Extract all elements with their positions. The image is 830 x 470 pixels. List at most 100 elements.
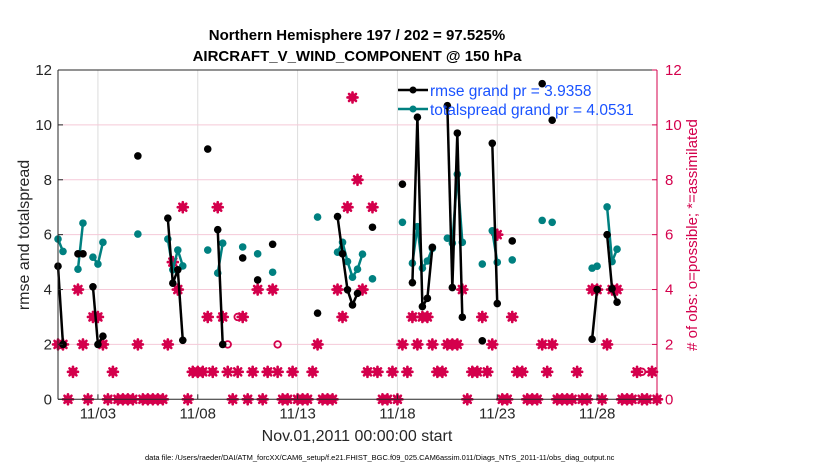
totalspread-point <box>613 245 621 253</box>
obs-possible-marker <box>637 367 647 377</box>
asterisk-stroke <box>537 339 547 350</box>
rmse-point <box>99 332 107 340</box>
rmse-point <box>493 299 502 308</box>
right-y-tick-label: 8 <box>665 172 673 189</box>
asterisk-stroke <box>73 284 83 295</box>
obs-possible-marker <box>273 340 282 349</box>
rmse-point <box>174 265 182 274</box>
asterisk-stroke <box>207 367 218 377</box>
asterisk-stroke <box>407 312 418 322</box>
obs-assimilated-marker <box>386 365 399 379</box>
obs-assimilated-marker <box>246 365 259 379</box>
rmse-point <box>448 283 457 292</box>
obs-assimilated-marker <box>341 200 354 214</box>
obs-assimilated-marker <box>236 310 249 324</box>
rmse-point <box>79 250 87 258</box>
totalspread-point <box>343 257 352 266</box>
rmse-point <box>213 225 222 234</box>
obs-assimilated-marker <box>71 283 85 296</box>
axes: 0 2 4 6 8 10 12 0 2 4 6 8 10 12 11/03 11/08 11/13 11/18 11… <box>35 62 681 422</box>
y-tick-label: 4 <box>44 282 52 299</box>
rmse-point <box>443 101 452 110</box>
rmse-point <box>338 250 347 258</box>
asterisk-stroke <box>342 202 353 213</box>
rmse-segment <box>341 253 349 290</box>
rmse-point <box>423 294 432 303</box>
asterisk-stroke <box>307 367 318 377</box>
obs-assimilated-marker <box>600 338 614 351</box>
data-series <box>54 79 621 349</box>
obs-assimilated-marker <box>106 365 120 379</box>
totalspread-point <box>443 234 452 243</box>
rmse-point <box>603 230 611 239</box>
totalspread-point <box>59 247 67 256</box>
asterisk-stroke <box>542 367 552 377</box>
rmse-point <box>613 298 621 306</box>
y-tick-label: 2 <box>44 336 52 353</box>
obs-assimilated-marker <box>505 310 519 324</box>
obs-assimilated-marker <box>196 365 210 379</box>
rmse-segment <box>216 229 224 345</box>
totalspread-point <box>134 230 142 238</box>
totalspread-point <box>174 246 182 254</box>
obs-assimilated-marker <box>271 365 284 379</box>
asterisk-stroke <box>272 367 283 377</box>
asterisk-stroke <box>287 367 298 377</box>
rmse-segment <box>605 234 614 289</box>
asterisk-stroke <box>387 367 398 377</box>
x-tick-label: 11/08 <box>180 405 216 422</box>
obs-assimilated-marker <box>436 365 449 379</box>
totalspread-point <box>253 250 262 258</box>
rmse-segment <box>91 286 100 345</box>
rmse-segment <box>416 117 424 307</box>
asterisk-stroke <box>232 367 243 377</box>
obs-assimilated-marker <box>645 365 659 379</box>
totalspread-point <box>99 238 107 247</box>
rmse-point <box>368 223 377 232</box>
obs-assimilated-marker <box>396 338 409 351</box>
data-file-footnote: data file: /Users/raeder/DAI/ATM_forcXX/… <box>145 453 615 462</box>
asterisk-stroke <box>477 312 488 322</box>
obs-assimilated-marker <box>401 365 414 379</box>
x-tick-label: 11/13 <box>279 405 315 422</box>
obs-assimilated-marker <box>286 365 299 379</box>
asterisk-stroke <box>332 284 343 295</box>
rmse-point <box>333 212 342 221</box>
rmse-point <box>313 309 322 317</box>
rmse-point <box>593 285 601 294</box>
rmse-point <box>89 282 97 291</box>
asterisk-stroke <box>262 367 273 377</box>
obs-assimilated-marker <box>251 283 264 296</box>
asterisk-stroke <box>482 367 493 377</box>
obs-assimilated-marker <box>221 365 235 379</box>
asterisk-stroke <box>422 312 433 322</box>
rmse-point <box>418 302 427 311</box>
rmse-point <box>169 279 177 288</box>
asterisk-stroke <box>68 367 78 377</box>
asterisk-stroke <box>602 339 612 350</box>
totalspread-point <box>508 256 517 264</box>
totalspread-point <box>538 216 546 225</box>
obs-assimilated-marker <box>211 200 225 214</box>
totalspread-point <box>94 260 102 268</box>
obs-assimilated-marker <box>66 365 80 379</box>
obs-assimilated-marker <box>545 338 559 351</box>
legend: rmse grand pr = 3.9358 totalspread grand… <box>398 83 634 119</box>
rmse-point <box>508 237 517 245</box>
asterisk-stroke <box>133 339 143 350</box>
rmse-point <box>413 113 422 121</box>
asterisk-stroke <box>163 339 173 350</box>
rmse-point <box>398 180 407 188</box>
right-y-tick-label: 0 <box>665 391 673 408</box>
asterisk-stroke <box>177 202 188 213</box>
right-y-tick-label: 10 <box>665 117 682 134</box>
obs-assimilated-marker <box>161 338 175 351</box>
asterisk-stroke <box>452 339 463 350</box>
totalspread-point <box>238 243 247 251</box>
right-y-tick-label: 6 <box>665 227 673 244</box>
asterisk-stroke <box>197 367 208 377</box>
asterisk-stroke <box>437 367 448 377</box>
rmse-point <box>478 337 487 345</box>
totalspread-point <box>398 218 407 227</box>
totalspread-point <box>74 265 82 274</box>
